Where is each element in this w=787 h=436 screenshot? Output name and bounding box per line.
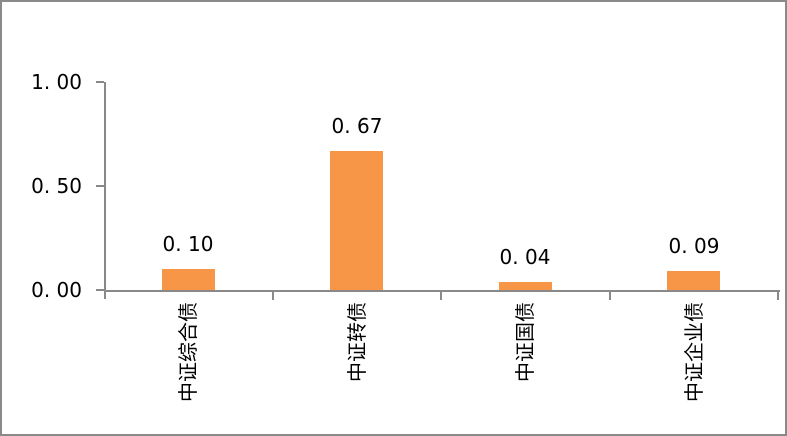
bar-value-label: 0. 10 [162, 232, 214, 256]
x-tick [440, 290, 442, 300]
x-category-label: 中证转债 [345, 302, 369, 382]
y-tick [96, 81, 104, 83]
y-tick [96, 185, 104, 187]
y-tick-label: 0. 00 [31, 278, 82, 302]
x-category-label: 中证综合债 [176, 302, 200, 402]
bar [330, 151, 383, 290]
x-axis-line [104, 290, 780, 292]
bar [162, 269, 215, 290]
x-tick [609, 290, 611, 300]
y-tick-label: 0. 50 [31, 174, 82, 198]
bar [667, 271, 720, 290]
bar-value-label: 0. 09 [668, 234, 720, 258]
x-tick [272, 290, 274, 300]
bar-value-label: 0. 04 [499, 245, 551, 269]
x-category-label: 中证企业债 [682, 302, 706, 402]
bar [499, 282, 552, 290]
bar-value-label: 0. 67 [331, 114, 383, 138]
y-tick-label: 1. 00 [31, 70, 82, 94]
x-tick [777, 290, 779, 300]
y-tick [96, 289, 104, 291]
x-category-label: 中证国债 [513, 302, 537, 382]
y-axis-line [104, 82, 106, 299]
